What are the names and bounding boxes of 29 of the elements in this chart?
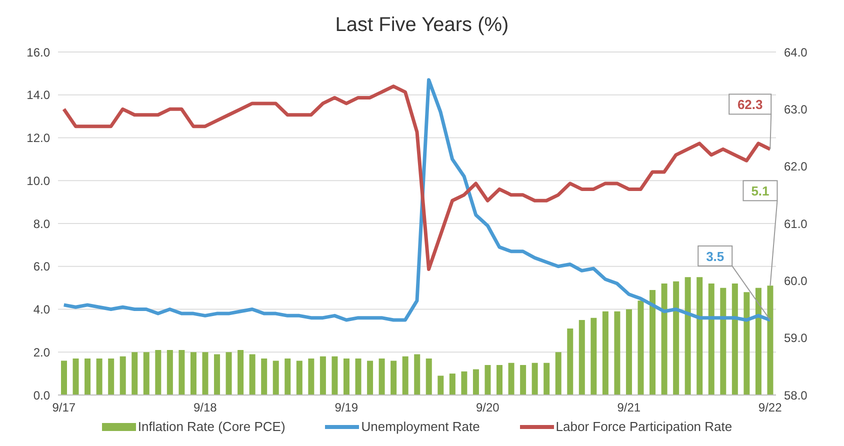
data-label: 3.5 xyxy=(706,248,724,264)
x-tick-label: 9/21 xyxy=(617,400,641,415)
y-tick-label: 10.0 xyxy=(26,174,50,188)
y-tick-label: 6.0 xyxy=(33,260,50,274)
x-tick-label: 9/19 xyxy=(334,400,358,415)
y2-tick-label: 62.0 xyxy=(784,160,808,174)
y2-tick-label: 60.0 xyxy=(784,274,808,288)
y2-tick-label: 63.0 xyxy=(784,102,808,116)
chart-title: Last Five Years (%) xyxy=(334,13,510,38)
y2-tick-label: 58.0 xyxy=(784,388,808,402)
y2-tick-label: 64.0 xyxy=(784,45,808,60)
x-tick-label: 9/18 xyxy=(193,400,218,415)
y-tick-label: 14.0 xyxy=(26,88,50,102)
x-tick-label: 9/22 xyxy=(758,400,782,415)
y-tick-label: 16.0 xyxy=(26,45,50,60)
y2-tick-label: 61.0 xyxy=(784,216,808,231)
legend-label: Inflation Rate (Core PCE) xyxy=(136,419,286,434)
data-label: 62.3 xyxy=(737,97,763,112)
legend-label: Labor Force Participation Rate xyxy=(554,419,732,434)
y-tick-label: 12.0 xyxy=(26,131,50,146)
x-tick-label: 9/17 xyxy=(52,400,76,415)
x-tick-label: 9/20 xyxy=(476,400,500,415)
y-tick-label: 8.0 xyxy=(33,216,50,231)
y-tick-label: 2.0 xyxy=(33,345,50,360)
y-tick-label: 4.0 xyxy=(33,302,50,317)
data-label: 5.1 xyxy=(751,184,770,199)
legend-label: Unemployment Rate xyxy=(360,419,480,434)
y2-tick-label: 59.0 xyxy=(784,331,808,346)
y-tick-label: 0.0 xyxy=(33,388,50,402)
